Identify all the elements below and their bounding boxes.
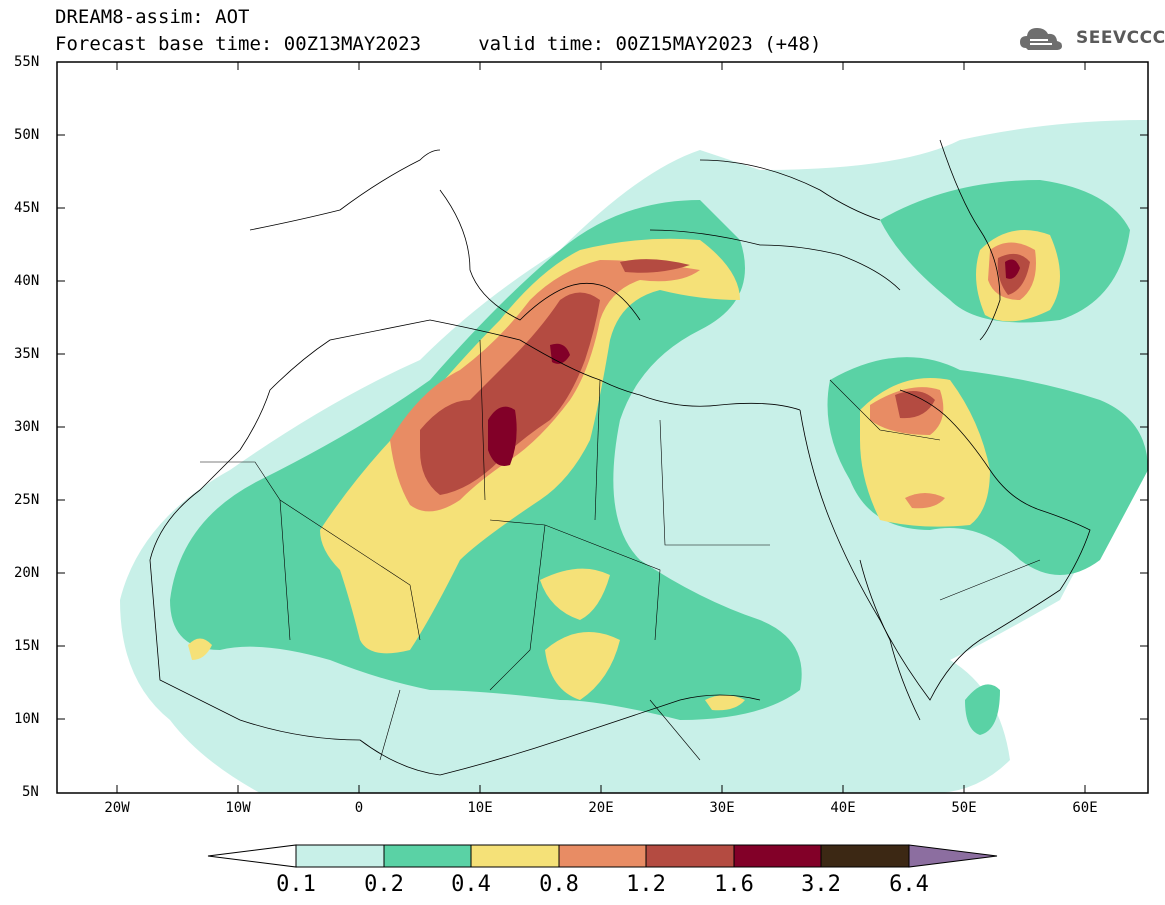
colorbar-bin-5 xyxy=(645,844,735,868)
axis-ticks xyxy=(57,61,1148,793)
colorbar-bin-2 xyxy=(383,844,472,868)
lat-label-55n: 55N xyxy=(14,54,40,70)
colorbar-bin-7 xyxy=(820,844,910,868)
lat-label-15n: 15N xyxy=(14,638,40,654)
logo-text: SEEVCCC xyxy=(1076,28,1165,48)
lon-label-30e: 30E xyxy=(709,800,735,816)
colorbar-label-1-2: 1.2 xyxy=(626,872,666,897)
lon-label-20e: 20E xyxy=(588,800,614,816)
lat-label-35n: 35N xyxy=(14,346,40,362)
lon-label-0: 0 xyxy=(354,800,364,816)
seevccc-logo-icon xyxy=(1020,28,1062,50)
lat-label-50n: 50N xyxy=(14,127,40,143)
lon-label-60e: 60E xyxy=(1072,800,1098,816)
colorbar-label-1-6: 1.6 xyxy=(714,872,754,897)
colorbar-bin-6 xyxy=(733,844,822,868)
colorbar-label-6-4: 6.4 xyxy=(889,872,929,897)
borders xyxy=(200,339,1041,761)
colorbar-label-0-8: 0.8 xyxy=(539,872,579,897)
lon-label-20w: 20W xyxy=(104,800,130,816)
lon-label-10e: 10E xyxy=(467,800,493,816)
colorbar-label-0-2: 0.2 xyxy=(364,872,404,897)
forecast-time-label: Forecast base time: 00Z13MAY2023 valid t… xyxy=(55,33,822,55)
aot-field xyxy=(57,62,1148,793)
coastlines xyxy=(149,139,1091,776)
colorbar-label-0-4: 0.4 xyxy=(451,872,491,897)
colorbar-bin-1 xyxy=(295,844,385,868)
lat-label-45n: 45N xyxy=(14,200,40,216)
lat-label-30n: 30N xyxy=(14,419,40,435)
colorbar-bin-3 xyxy=(470,844,560,868)
lat-label-10n: 10N xyxy=(14,711,40,727)
lat-label-40n: 40N xyxy=(14,273,40,289)
lon-label-40e: 40E xyxy=(830,800,856,816)
colorbar-low-arrow xyxy=(207,844,297,868)
lon-label-10w: 10W xyxy=(225,800,251,816)
lat-label-20n: 20N xyxy=(14,565,40,581)
lat-label-5n: 5N xyxy=(22,784,39,800)
colorbar-high-arrow xyxy=(908,844,998,868)
colorbar-bin-4 xyxy=(558,844,647,868)
map-title: DREAM8-assim: AOT xyxy=(55,6,250,28)
lon-label-50e: 50E xyxy=(951,800,977,816)
colorbar-label-3-2: 3.2 xyxy=(801,872,841,897)
lat-label-25n: 25N xyxy=(14,492,40,508)
colorbar-label-0-1: 0.1 xyxy=(276,872,316,897)
